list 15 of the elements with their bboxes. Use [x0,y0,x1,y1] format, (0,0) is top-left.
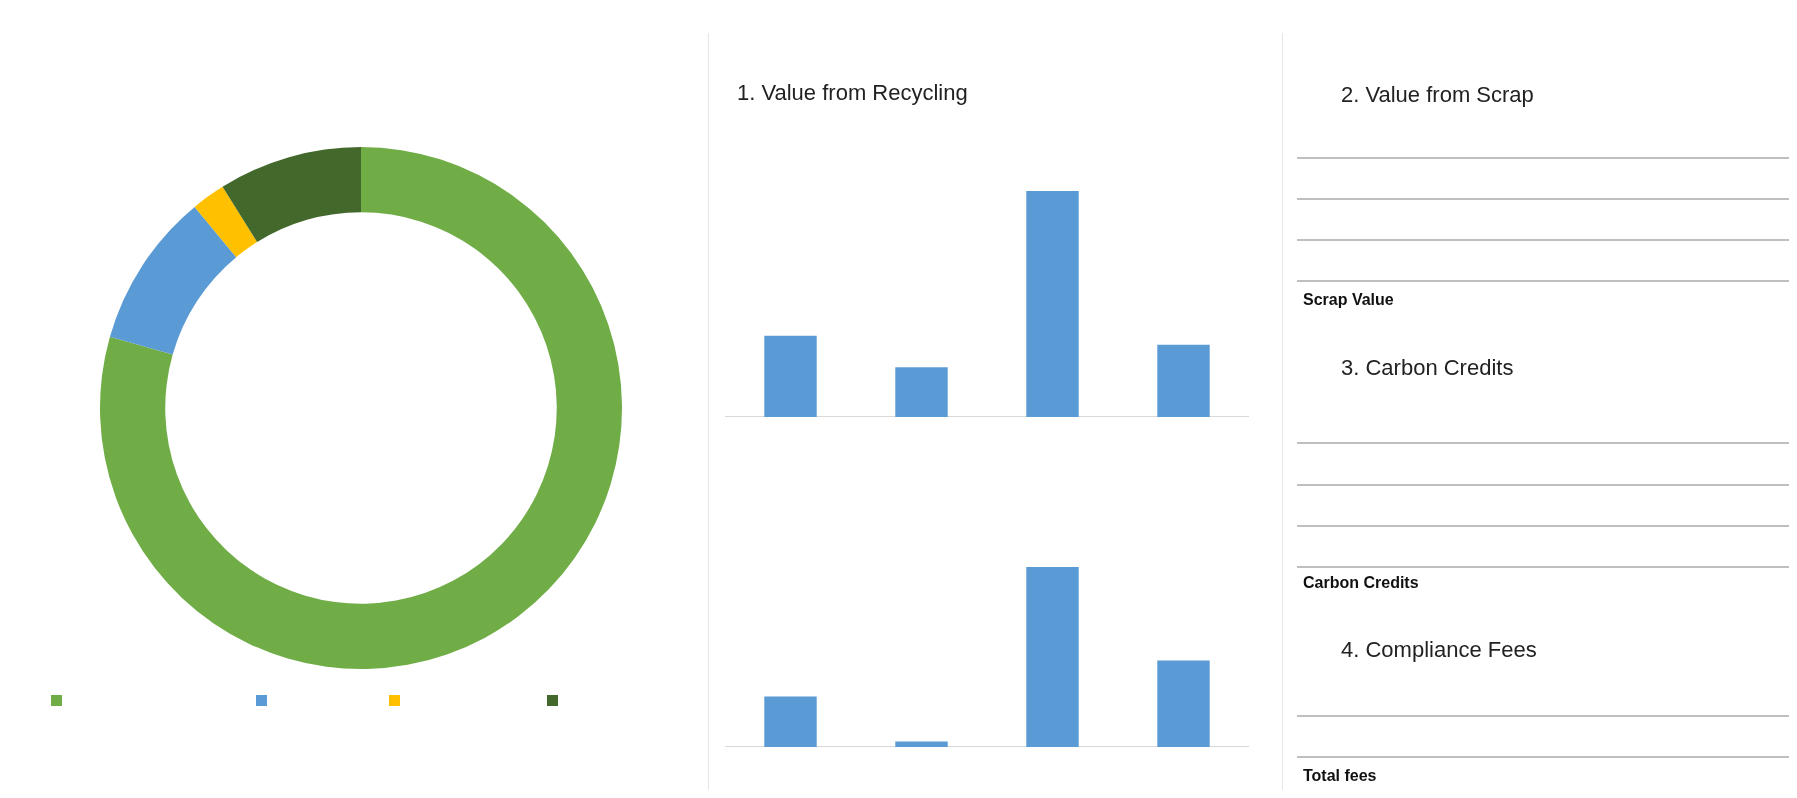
bar [1026,191,1079,417]
text: 4. Compliance Fees [1341,637,1537,663]
bar [1157,660,1210,747]
text: Carbon Credits [1303,574,1419,592]
text: Scrap Value [1303,291,1394,309]
bar [764,696,817,747]
bar [895,741,948,747]
text: 3. Carbon Credits [1341,355,1514,381]
bar [1026,567,1079,747]
chart-title: 1. Value from Recycling [737,80,968,106]
bar [895,367,948,417]
text: 2. Value from Scrap [1341,82,1534,108]
text: Total fees [1303,767,1377,785]
bar [1157,344,1210,417]
bar [764,335,817,417]
